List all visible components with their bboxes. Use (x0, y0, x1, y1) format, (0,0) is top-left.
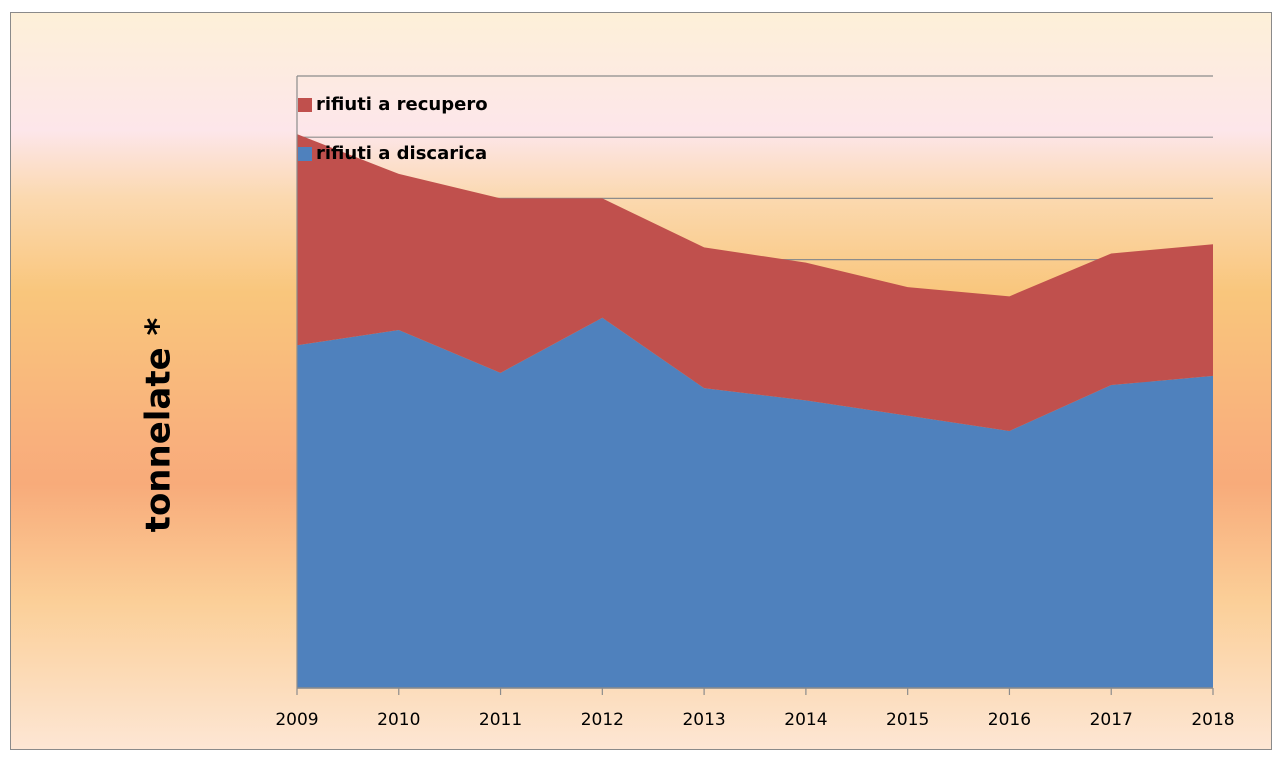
x-tick-label: 2014 (784, 710, 827, 730)
area (297, 134, 1213, 431)
legend-label: rifiuti a discarica (316, 143, 487, 164)
legend-label: rifiuti a recupero (316, 94, 488, 115)
legend-swatch (298, 98, 312, 112)
x-tick-label: 2015 (886, 710, 929, 730)
x-tick-label: 2009 (275, 710, 318, 730)
x-tick-label: 2013 (682, 710, 725, 730)
y-axis-label: tonnelate * (139, 317, 179, 532)
x-tick-label: 2018 (1191, 710, 1234, 730)
x-tick-label: 2010 (377, 710, 420, 730)
x-tick-label: 2017 (1090, 710, 1133, 730)
x-tick-label: 2012 (581, 710, 624, 730)
legend-swatch (298, 147, 312, 161)
x-tick-label: 2016 (988, 710, 1031, 730)
x-tick-label: 2011 (479, 710, 522, 730)
area (297, 317, 1213, 688)
